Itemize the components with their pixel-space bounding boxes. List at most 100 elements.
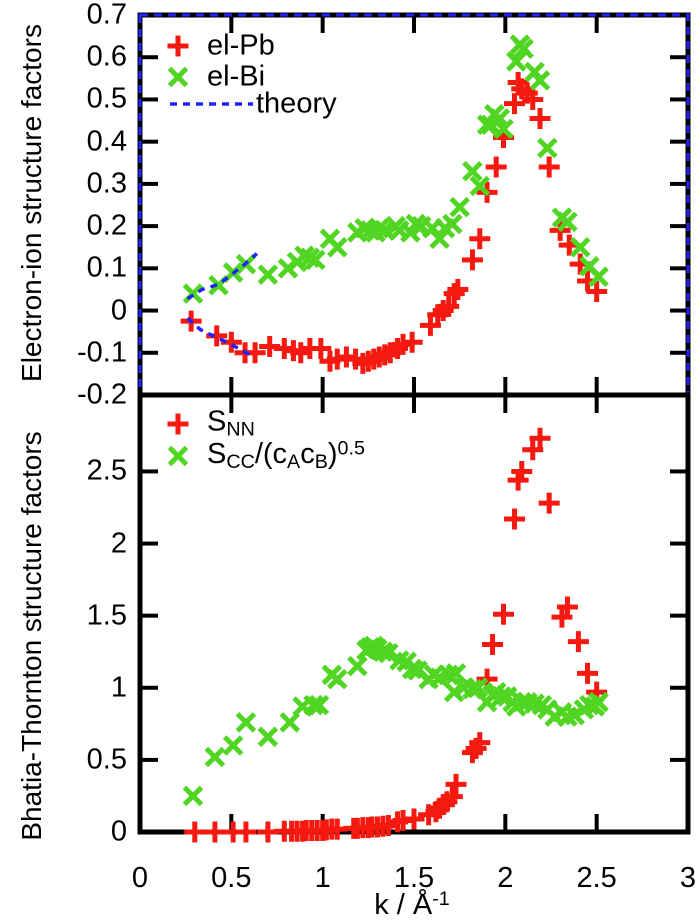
data-point — [182, 785, 204, 807]
data-point — [419, 314, 441, 336]
text-run: /(c — [254, 438, 288, 471]
data-point — [485, 156, 507, 178]
series-S-CC-cA-cB-0-5 — [182, 635, 609, 807]
legend-label: theory — [256, 87, 337, 120]
x-tick-label: 1.5 — [394, 864, 434, 893]
data-point — [167, 66, 189, 88]
data-point — [449, 196, 470, 218]
text-run: 0 — [131, 862, 149, 894]
legend-label: el-Pb — [207, 29, 275, 62]
legend-label: el-Bi — [207, 60, 266, 93]
series-el-Bi — [182, 34, 609, 304]
text-run: k / Å — [374, 888, 433, 921]
y-tick-label: 2.5 — [87, 456, 127, 486]
data-point — [461, 249, 483, 271]
y-tick-label: 2 — [111, 529, 127, 558]
text-run: -0.2 — [77, 378, 127, 411]
text-run: 1.5 — [393, 862, 435, 894]
text-run: 0.1 — [86, 251, 127, 284]
data-point — [305, 249, 326, 271]
data-point — [469, 228, 491, 250]
data-point — [537, 137, 558, 159]
text-run: 0 — [110, 815, 127, 848]
data-point — [235, 821, 257, 843]
text-run: el-Pb — [207, 29, 275, 62]
theory-curve — [186, 316, 255, 358]
data-point — [438, 295, 460, 317]
data-point — [327, 236, 348, 258]
data-point — [184, 821, 206, 843]
data-point — [347, 655, 368, 677]
text-run: el-Bi — [207, 60, 266, 93]
data-point — [308, 694, 330, 716]
sup-text: 0.5 — [337, 437, 365, 460]
data-point — [469, 175, 491, 197]
data-point — [538, 492, 560, 514]
data-point — [506, 51, 527, 72]
data-point — [586, 281, 608, 303]
data-point — [257, 726, 279, 748]
data-point — [310, 338, 332, 360]
data-point — [557, 211, 578, 233]
data-point — [511, 460, 533, 482]
data-point — [372, 641, 394, 662]
data-point — [442, 213, 463, 235]
y-tick-label: 0.6 — [87, 42, 127, 72]
data-point — [447, 278, 469, 300]
y-tick-label: -0.2 — [77, 378, 127, 411]
x-tick-label: 1 — [315, 864, 331, 893]
sub-text: CC — [226, 451, 255, 474]
text-run: 0.7 — [86, 0, 127, 31]
data-point — [441, 786, 463, 808]
data-point — [522, 439, 544, 461]
y-tick-label: 0.5 — [87, 84, 127, 114]
text-run: 0.5 — [86, 743, 127, 776]
data-point — [513, 38, 534, 60]
data-point — [503, 508, 525, 530]
data-point — [529, 427, 551, 449]
text-run: 0.2 — [86, 209, 127, 242]
data-point — [522, 88, 544, 110]
y-tick-label: 0.2 — [86, 209, 127, 242]
x-tick-label: 3 — [680, 864, 696, 893]
text-run: 2 — [497, 862, 514, 894]
series-theory — [186, 252, 259, 358]
text-run: S — [207, 405, 227, 438]
sub-text: B — [314, 451, 328, 474]
text-run: theory — [256, 87, 337, 120]
text-run: 3 — [679, 862, 697, 894]
data-point — [378, 642, 399, 664]
text-run: ) — [327, 438, 338, 471]
data-point — [567, 631, 589, 653]
text-run: 2 — [110, 527, 127, 560]
data-point — [538, 156, 560, 178]
x-tick-label: 0 — [132, 864, 148, 893]
data-point — [443, 283, 465, 305]
y-tick-label: -0.1 — [77, 338, 127, 367]
data-point — [529, 70, 551, 91]
data-point — [401, 331, 423, 353]
text-run: 1 — [314, 862, 331, 894]
y-axis-title-top: Electron-ion structure factors — [16, 24, 47, 382]
data-point — [529, 107, 551, 129]
x-axis-title: k / Å-1 — [374, 888, 450, 922]
data-point — [222, 735, 244, 756]
text-run: S — [207, 438, 227, 471]
y-tick-label: 0.4 — [87, 127, 127, 156]
plot-frame-bottom — [137, 392, 691, 835]
data-point — [493, 118, 514, 140]
text-run: 1 — [110, 671, 127, 704]
data-point — [462, 160, 483, 182]
data-point — [445, 773, 467, 795]
text-run: 2.5 — [576, 862, 617, 894]
text-run: -0.1 — [77, 336, 127, 369]
data-point — [167, 35, 189, 57]
y-tick-label: 0.3 — [87, 169, 127, 198]
series-el-Pb — [180, 72, 608, 374]
data-point — [257, 264, 279, 285]
data-point — [491, 686, 512, 707]
data-point — [401, 658, 423, 680]
data-point — [556, 596, 578, 618]
